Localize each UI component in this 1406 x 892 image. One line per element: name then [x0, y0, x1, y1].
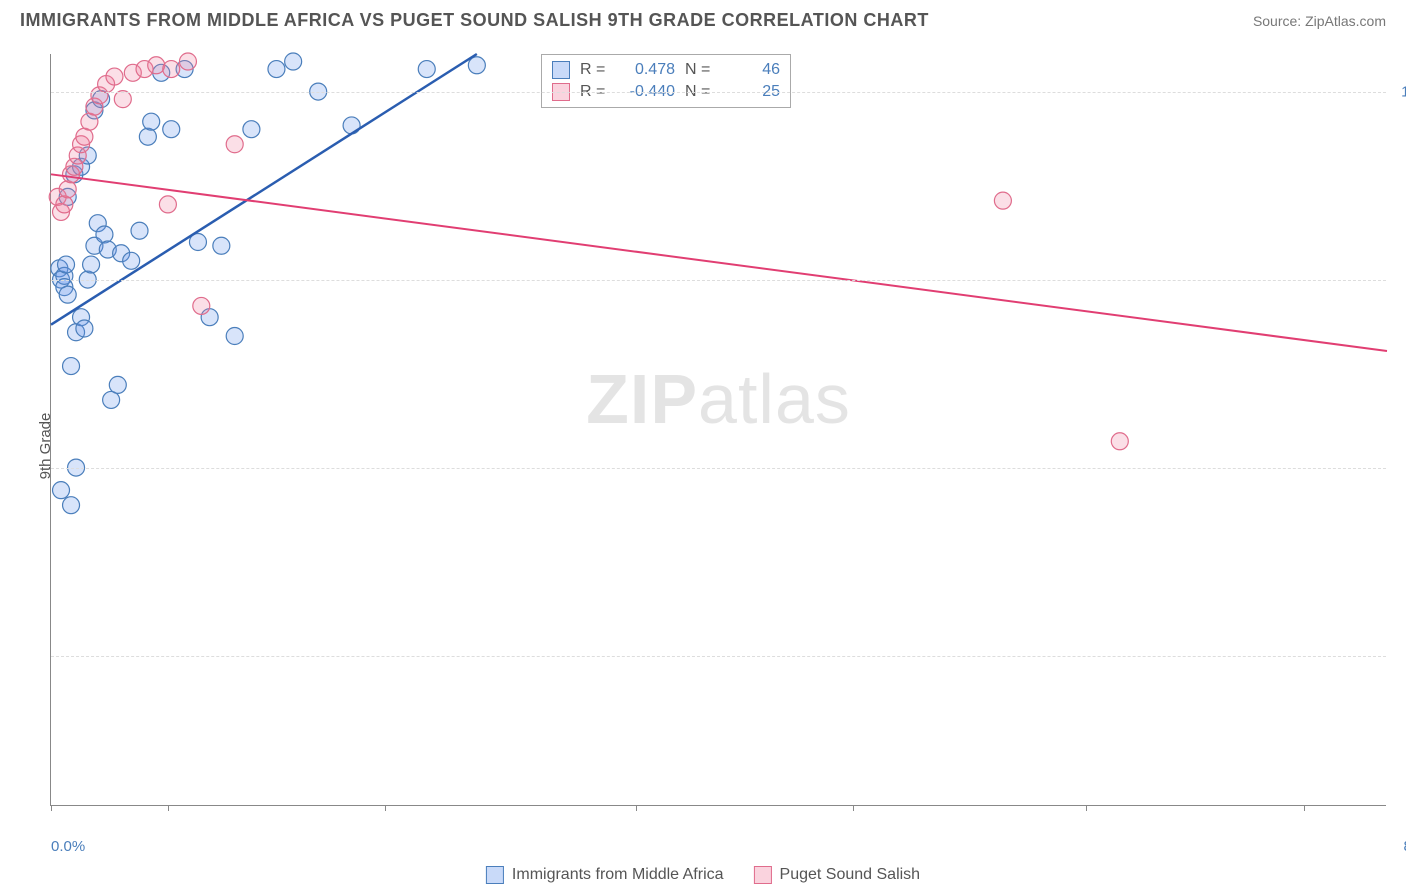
n-value-blue: 46 — [725, 61, 780, 79]
data-point-pink — [994, 192, 1011, 209]
source-name: ZipAtlas.com — [1305, 13, 1386, 29]
data-point-blue — [343, 117, 360, 134]
legend-stats-box: R = 0.478 N = 46 R = -0.440 N = 25 — [541, 54, 791, 108]
chart-svg — [51, 54, 1386, 805]
data-point-pink — [76, 128, 93, 145]
data-point-blue — [103, 391, 120, 408]
swatch-pink-icon — [754, 866, 772, 884]
data-point-pink — [163, 61, 180, 78]
data-point-blue — [63, 497, 80, 514]
gridline-h — [51, 280, 1386, 281]
legend-bottom: Immigrants from Middle Africa Puget Soun… — [486, 866, 920, 884]
data-point-blue — [53, 482, 70, 499]
n-label: N = — [685, 61, 715, 79]
data-point-blue — [96, 226, 113, 243]
data-point-pink — [114, 91, 131, 108]
chart-plot-area: ZIPatlas R = 0.478 N = 46 R = -0.440 N =… — [50, 54, 1386, 806]
data-point-pink — [81, 113, 98, 130]
legend-item-blue: Immigrants from Middle Africa — [486, 866, 724, 884]
r-value-blue: 0.478 — [620, 61, 675, 79]
chart-title: IMMIGRANTS FROM MIDDLE AFRICA VS PUGET S… — [20, 10, 929, 31]
data-point-blue — [243, 121, 260, 138]
source-prefix: Source: — [1253, 13, 1301, 29]
gridline-h — [51, 92, 1386, 93]
r-label: R = — [580, 61, 610, 79]
xtick — [1086, 805, 1087, 811]
data-point-blue — [76, 320, 93, 337]
ytick-label: 100.0% — [1401, 83, 1406, 100]
data-point-blue — [226, 328, 243, 345]
data-point-pink — [226, 136, 243, 153]
data-point-blue — [131, 222, 148, 239]
data-point-blue — [139, 128, 156, 145]
data-point-blue — [123, 252, 140, 269]
data-point-pink — [56, 196, 73, 213]
xtick — [385, 805, 386, 811]
data-point-blue — [59, 286, 76, 303]
xtick — [636, 805, 637, 811]
chart-source: Source: ZipAtlas.com — [1253, 13, 1386, 29]
data-point-blue — [58, 256, 75, 273]
chart-header: IMMIGRANTS FROM MIDDLE AFRICA VS PUGET S… — [0, 0, 1406, 37]
data-point-pink — [106, 68, 123, 85]
gridline-h — [51, 468, 1386, 469]
legend-label-pink: Puget Sound Salish — [780, 866, 921, 884]
xtick — [1304, 805, 1305, 811]
swatch-blue-icon — [486, 866, 504, 884]
legend-stats-row-blue: R = 0.478 N = 46 — [552, 59, 780, 81]
data-point-pink — [159, 196, 176, 213]
data-point-blue — [213, 237, 230, 254]
data-point-blue — [285, 53, 302, 70]
gridline-h — [51, 656, 1386, 657]
legend-label-blue: Immigrants from Middle Africa — [512, 866, 724, 884]
data-point-pink — [59, 181, 76, 198]
xtick-label-left: 0.0% — [51, 838, 85, 855]
trend-line-pink — [51, 174, 1387, 351]
data-point-pink — [1111, 433, 1128, 450]
data-point-pink — [148, 57, 165, 74]
data-point-blue — [83, 256, 100, 273]
xtick — [168, 805, 169, 811]
data-point-blue — [163, 121, 180, 138]
trend-line-blue — [51, 54, 477, 325]
data-point-pink — [193, 297, 210, 314]
data-point-pink — [179, 53, 196, 70]
data-point-blue — [143, 113, 160, 130]
swatch-blue-icon — [552, 61, 570, 79]
data-point-blue — [109, 376, 126, 393]
xtick — [51, 805, 52, 811]
data-point-blue — [468, 57, 485, 74]
xtick — [853, 805, 854, 811]
data-point-blue — [268, 61, 285, 78]
legend-item-pink: Puget Sound Salish — [754, 866, 921, 884]
data-point-blue — [418, 61, 435, 78]
data-point-blue — [63, 358, 80, 375]
